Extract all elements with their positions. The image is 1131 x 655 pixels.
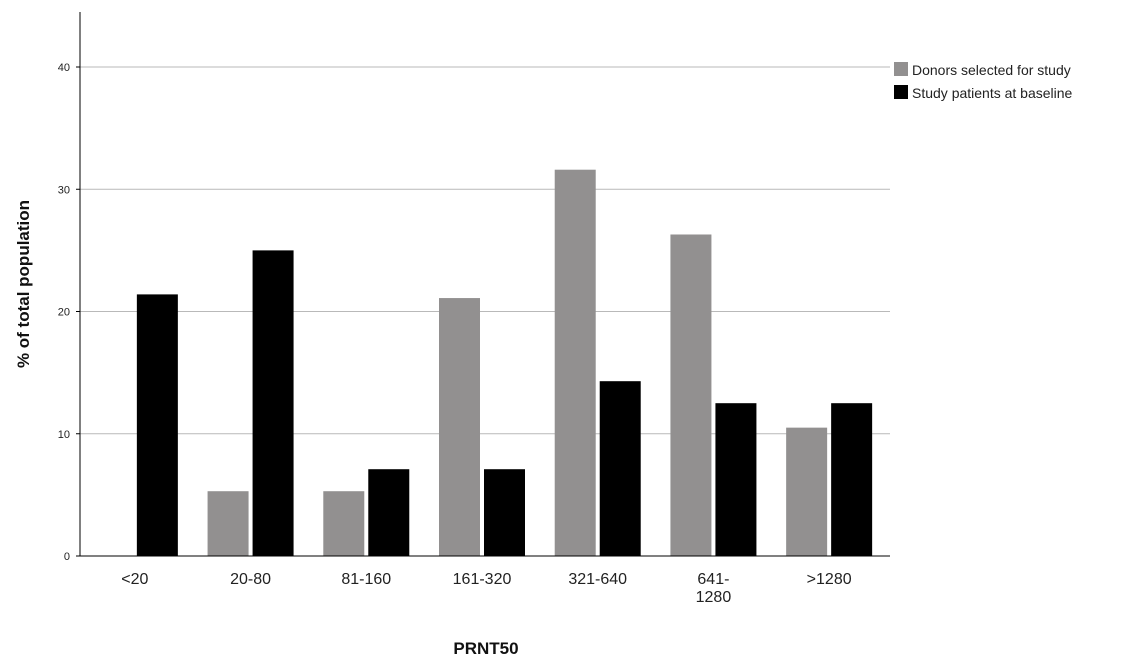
y-axis-title: % of total population — [14, 200, 33, 368]
bar-donors — [323, 491, 365, 556]
bar-patients — [831, 403, 873, 556]
y-tick-label: 30 — [58, 184, 70, 196]
y-tick-label: 0 — [64, 551, 70, 563]
y-tick-label: 20 — [58, 307, 70, 319]
bar-patients — [599, 381, 641, 556]
legend-swatch-patients — [894, 85, 908, 99]
x-axis-title: PRNT50 — [453, 639, 518, 655]
x-tick-label: 641-1280 — [696, 571, 732, 606]
legend-label-patients: Study patients at baseline — [912, 85, 1073, 101]
bar-donors — [439, 298, 480, 556]
y-tick-label: 40 — [58, 62, 70, 74]
bar-patients — [136, 294, 178, 556]
y-tick-label: 10 — [58, 429, 70, 441]
legend-swatch-donors — [894, 62, 908, 76]
bar-patients — [484, 469, 525, 556]
x-tick-label: >1280 — [807, 571, 852, 588]
bar-patients — [252, 250, 294, 556]
legend: Donors selected for study Study patients… — [894, 62, 1073, 101]
bar-donors — [670, 234, 712, 557]
x-tick-label: 161-320 — [453, 571, 512, 588]
bar-patients — [715, 403, 757, 556]
legend-label-donors: Donors selected for study — [912, 62, 1071, 78]
bar-patients — [368, 469, 410, 556]
x-tick-label: <20 — [121, 571, 148, 588]
bar-donors — [554, 169, 596, 556]
x-tick-label: 321-640 — [568, 571, 627, 588]
bar-donors — [786, 427, 828, 556]
x-tick-label: 81-160 — [341, 571, 391, 588]
bar-donors — [207, 491, 249, 556]
x-tick-label: 20-80 — [230, 571, 271, 588]
